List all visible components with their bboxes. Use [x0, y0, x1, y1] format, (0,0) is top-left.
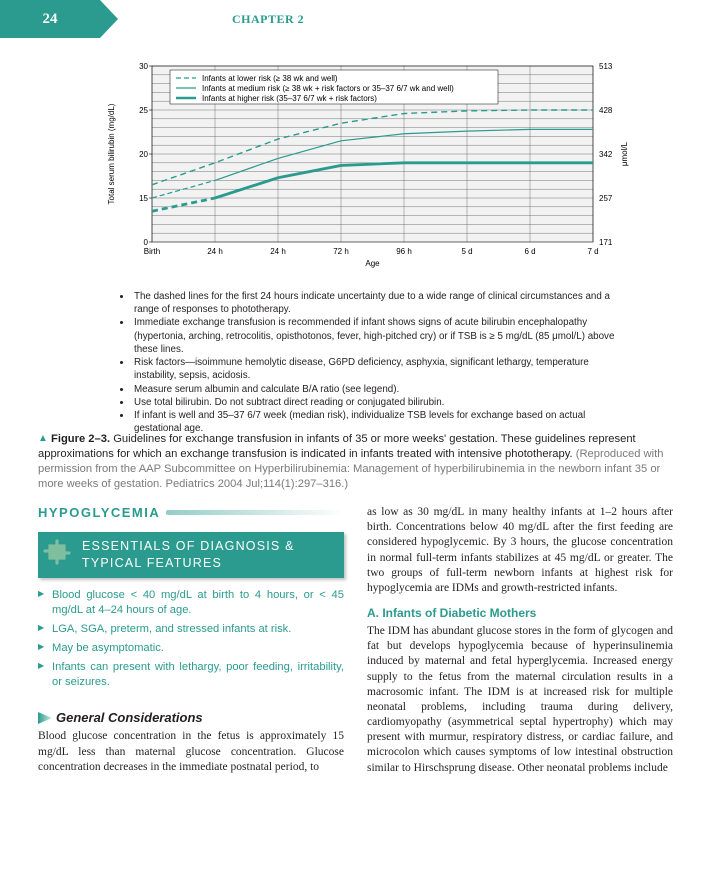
- svg-text:Infants at lower risk (≥ 38 wk: Infants at lower risk (≥ 38 wk and well): [202, 74, 338, 83]
- section-heading-row: HYPOGLYCEMIA: [38, 505, 344, 520]
- bilirubin-chart: 0 15 20 25 30 171 257 342 428 513 Birth 24 h 24 h 72 …: [100, 60, 635, 270]
- right-body-2: The IDM has abundant glucose stores in t…: [367, 624, 673, 776]
- svg-text:15: 15: [139, 194, 148, 203]
- svg-text:25: 25: [139, 106, 148, 115]
- two-column-area: HYPOGLYCEMIA ESSENTIALS OF DIAGNOSIS & T…: [38, 505, 673, 776]
- svg-text:96 h: 96 h: [396, 247, 412, 256]
- chapter-label: CHAPTER 2: [232, 12, 304, 27]
- svg-text:342: 342: [599, 150, 613, 159]
- left-column: HYPOGLYCEMIA ESSENTIALS OF DIAGNOSIS & T…: [38, 505, 344, 776]
- essentials-title: ESSENTIALS OF DIAGNOSIS & TYPICAL FEATUR…: [82, 539, 295, 570]
- chart-svg: 0 15 20 25 30 171 257 342 428 513 Birth 24 h 24 h 72 …: [100, 60, 635, 270]
- svg-text:257: 257: [599, 194, 613, 203]
- essentials-item: Infants can present with lethargy, poor …: [38, 660, 344, 690]
- svg-text:0: 0: [144, 238, 149, 247]
- chart-note-item: The dashed lines for the first 24 hours …: [132, 290, 632, 316]
- svg-text:μmol/L: μmol/L: [620, 141, 629, 166]
- chart-note-item: Immediate exchange transfusion is recomm…: [132, 316, 632, 356]
- chart-note-item: Measure serum albumin and calculate B/A …: [132, 383, 632, 396]
- section-heading: HYPOGLYCEMIA: [38, 505, 166, 520]
- essentials-item: LGA, SGA, preterm, and stressed infants …: [38, 622, 344, 637]
- essentials-list: Blood glucose < 40 mg/dL at birth to 4 h…: [38, 588, 344, 691]
- essentials-item: Blood glucose < 40 mg/dL at birth to 4 h…: [38, 588, 344, 618]
- essentials-header: ESSENTIALS OF DIAGNOSIS & TYPICAL FEATUR…: [38, 532, 344, 578]
- svg-text:Infants at higher risk (35–37: Infants at higher risk (35–37 6/7 wk + r…: [202, 94, 377, 103]
- svg-text:5 d: 5 d: [461, 247, 472, 256]
- right-column: as low as 30 mg/dL in many healthy infan…: [367, 505, 673, 776]
- figure-label: Figure 2–3.: [51, 433, 110, 445]
- chart-note-item: Use total bilirubin. Do not subtract dir…: [132, 396, 632, 409]
- triangle-gradient-icon: [38, 712, 52, 724]
- svg-text:Total serum bilirubin (mg/dL): Total serum bilirubin (mg/dL): [107, 103, 116, 204]
- subsection-a-heading: A. Infants of Diabetic Mothers: [367, 606, 673, 620]
- svg-text:428: 428: [599, 106, 613, 115]
- figure-caption: ▲ Figure 2–3. Guidelines for exchange tr…: [38, 432, 673, 492]
- right-body-1: as low as 30 mg/dL in many healthy infan…: [367, 505, 673, 596]
- svg-text:72 h: 72 h: [333, 247, 349, 256]
- svg-text:7 d: 7 d: [587, 247, 598, 256]
- svg-text:Age: Age: [365, 259, 380, 268]
- svg-text:171: 171: [599, 238, 613, 247]
- triangle-icon: ▲: [38, 433, 48, 444]
- svg-text:Birth: Birth: [144, 247, 160, 256]
- page-number: 24: [43, 11, 58, 28]
- figure-text: Guidelines for exchange transfusion in i…: [38, 433, 636, 460]
- essentials-item: May be asymptomatic.: [38, 641, 344, 656]
- left-body-text: Blood glucose concentration in the fetus…: [38, 729, 344, 775]
- page-number-tab: 24: [0, 0, 100, 38]
- subsection-heading: General Considerations: [38, 710, 344, 725]
- svg-text:24 h: 24 h: [207, 247, 223, 256]
- svg-text:24 h: 24 h: [270, 247, 286, 256]
- svg-text:6 d: 6 d: [524, 247, 535, 256]
- svg-text:30: 30: [139, 62, 148, 71]
- puzzle-icon: [42, 536, 72, 566]
- svg-text:20: 20: [139, 150, 148, 159]
- heading-rule: [166, 510, 344, 515]
- subsection-label: General Considerations: [56, 710, 203, 725]
- page-header: 24 CHAPTER 2: [0, 0, 708, 38]
- chart-note-item: Risk factors—isoimmune hemolytic disease…: [132, 356, 632, 382]
- svg-text:Infants at medium risk (≥ 38 w: Infants at medium risk (≥ 38 wk + risk f…: [202, 84, 454, 93]
- essentials-box: ESSENTIALS OF DIAGNOSIS & TYPICAL FEATUR…: [38, 532, 344, 690]
- chart-notes-list: The dashed lines for the first 24 hours …: [122, 290, 632, 435]
- svg-text:513: 513: [599, 62, 613, 71]
